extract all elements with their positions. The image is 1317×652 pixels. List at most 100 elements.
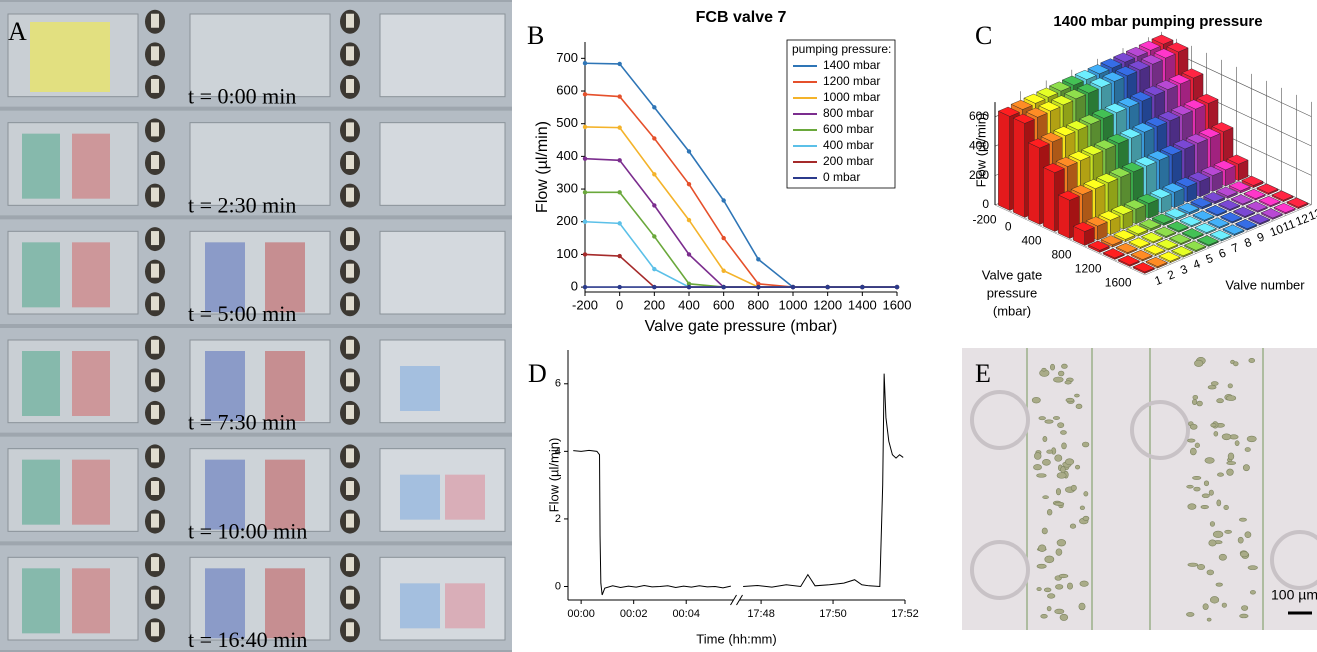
cell [1033, 464, 1042, 471]
x-tick-label: 17:50 [819, 608, 847, 620]
bar-top [1230, 194, 1253, 205]
cell [1041, 367, 1047, 372]
screw-head [346, 513, 354, 528]
screw-head [346, 122, 354, 137]
bar-top [1198, 128, 1221, 138]
bar-top [1145, 257, 1168, 267]
bar-top [1158, 251, 1181, 262]
bar-top [1243, 189, 1266, 199]
bar-top [1235, 219, 1258, 230]
screw-head [151, 122, 159, 137]
bar [1196, 235, 1219, 247]
cell [1215, 582, 1223, 587]
dye [400, 583, 440, 629]
bar-top [1179, 216, 1202, 226]
screw-head [151, 339, 159, 354]
bar [1113, 229, 1136, 243]
bar-top [1064, 89, 1087, 100]
bar [1171, 246, 1194, 258]
panel-label: A [8, 17, 27, 46]
cell [1212, 530, 1224, 538]
screw-head [151, 481, 159, 495]
screw-head [346, 339, 354, 354]
bar-top [1113, 229, 1136, 240]
cell [1193, 486, 1201, 492]
dye [72, 568, 110, 634]
bar [1218, 199, 1241, 212]
cell [1216, 499, 1222, 507]
bar [1207, 217, 1230, 230]
cell [1050, 363, 1056, 371]
photo-background [0, 0, 512, 652]
screw-head [346, 13, 354, 28]
valve-tick-label: 1 [1153, 273, 1164, 289]
point [686, 281, 692, 287]
dye [400, 474, 440, 520]
bar [1151, 213, 1174, 226]
point [790, 284, 796, 290]
bar-top [1138, 40, 1161, 51]
screw-head [346, 372, 354, 387]
bar-top [1168, 74, 1191, 85]
bar-top [1151, 213, 1174, 224]
valve-tick-label: 10 [1268, 222, 1286, 240]
bar [1164, 208, 1187, 221]
point [617, 125, 622, 130]
cell [1055, 584, 1064, 590]
bar [1087, 240, 1110, 253]
point [756, 281, 761, 287]
chart-title: FCB valve 7 [696, 9, 787, 26]
cell [1070, 484, 1077, 492]
cell [1060, 430, 1067, 435]
cell [1078, 602, 1086, 611]
bar [1205, 205, 1228, 217]
x-tick-label: 1200 [813, 297, 842, 312]
bar [1203, 192, 1226, 205]
cell [1036, 587, 1042, 592]
point [652, 266, 657, 272]
point [582, 156, 588, 161]
cell [1227, 383, 1233, 389]
bar-top [1218, 199, 1241, 210]
cell [1187, 562, 1199, 567]
x-tick-label: 17:48 [747, 608, 775, 620]
bar-top [1010, 99, 1033, 110]
time-label: t = 16:40 min [188, 627, 307, 652]
cell [1186, 484, 1194, 489]
bar-top [1183, 99, 1206, 110]
point [582, 252, 588, 257]
point [825, 284, 830, 290]
legend-label: 200 mbar [823, 154, 874, 168]
bar [1209, 230, 1232, 242]
photo-a: t = 0:00 min t = 2:30 min t = 5:00 min t = … [0, 0, 512, 652]
cell [1191, 399, 1198, 405]
bar-top [1181, 68, 1204, 79]
bar-top [1072, 221, 1095, 232]
point [652, 284, 657, 290]
valve-tick-label: 4 [1191, 256, 1202, 272]
x-tick-label: 1600 [1105, 276, 1132, 290]
y-tick-label: 400 [556, 148, 578, 163]
bar-top [1141, 232, 1164, 243]
cell [1031, 396, 1041, 404]
cell [1233, 361, 1239, 367]
screw-head [346, 481, 354, 495]
bar-top [1053, 126, 1076, 137]
x-tick-label: -200 [572, 297, 598, 312]
bar [1181, 228, 1204, 240]
bar [1222, 224, 1245, 237]
chip-right [379, 448, 506, 532]
point [617, 158, 622, 163]
bar [1130, 250, 1153, 262]
x-tick-label: 800 [747, 297, 769, 312]
bar-top [1087, 240, 1110, 251]
dye [72, 133, 110, 199]
cell [1056, 472, 1067, 479]
bar-top [1036, 87, 1059, 98]
valve-tick-label: 9 [1255, 229, 1266, 245]
point [721, 198, 726, 203]
cell [1194, 359, 1204, 367]
cell [1067, 582, 1073, 590]
bar [1256, 183, 1279, 196]
point [652, 105, 657, 110]
